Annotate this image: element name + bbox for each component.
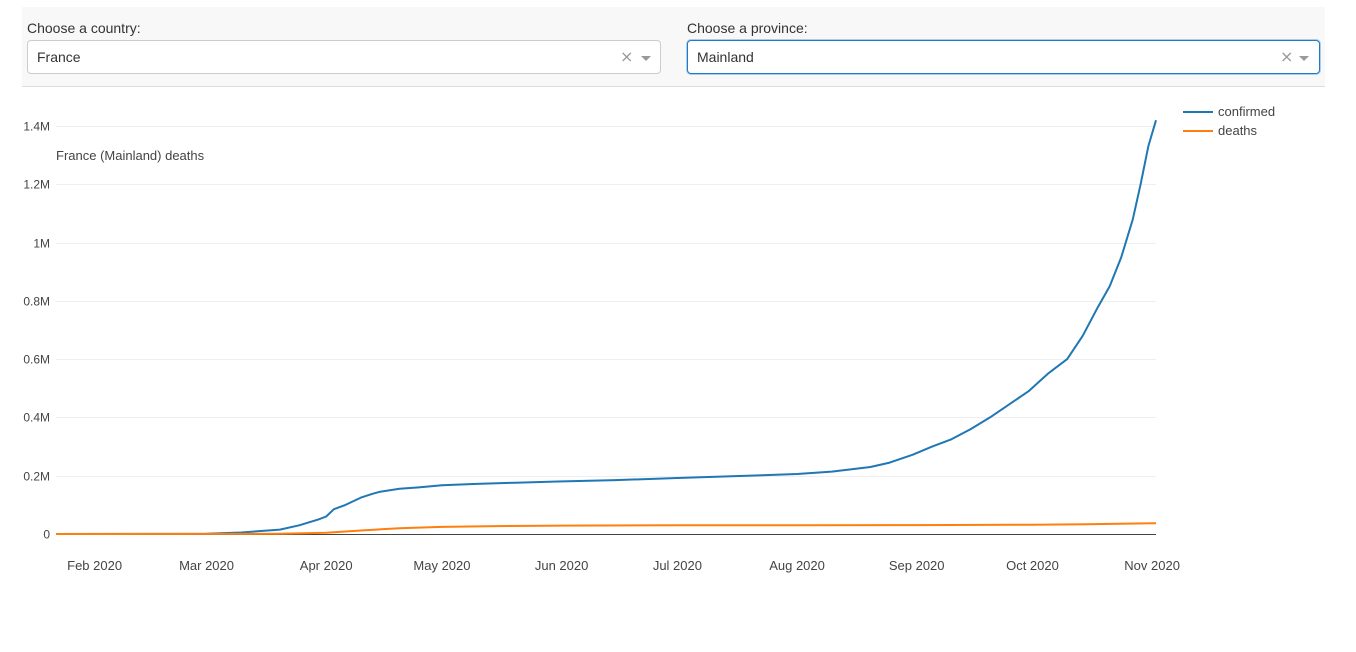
series-line-deaths (55, 522, 1157, 535)
gridlines (56, 126, 1156, 477)
chevron-down-icon[interactable] (641, 56, 651, 61)
x-tick-label: Aug 2020 (769, 558, 825, 573)
y-tick-label: 1M (33, 237, 50, 251)
country-label: Choose a country: (27, 20, 141, 36)
chevron-down-icon[interactable] (1299, 56, 1309, 61)
legend-label-deaths: deaths (1218, 123, 1258, 138)
y-tick-label: 0.2M (23, 470, 50, 484)
x-tick-label: Nov 2020 (1124, 558, 1180, 573)
x-tick-label: Jul 2020 (653, 558, 702, 573)
province-label: Choose a province: (687, 20, 808, 36)
country-select-value: France (37, 49, 81, 65)
y-tick-label: 1.2M (23, 178, 50, 192)
series-lines (55, 119, 1157, 535)
legend-label-confirmed: confirmed (1218, 104, 1275, 119)
legend: confirmed deaths (1183, 104, 1275, 138)
y-tick-label: 0 (43, 528, 50, 542)
y-tick-label: 1.4M (23, 120, 50, 134)
x-tick-label: Mar 2020 (179, 558, 234, 573)
country-select[interactable]: France × (27, 40, 661, 74)
x-tick-label: Sep 2020 (889, 558, 945, 573)
province-select[interactable]: Mainland × (687, 40, 1320, 74)
y-tick-label: 0.6M (23, 353, 50, 367)
y-axis-ticks: 0 0.2M 0.4M 0.6M 0.8M 1M 1.2M 1.4M (23, 120, 50, 542)
filter-panel: Choose a country: France × Choose a prov… (22, 7, 1325, 87)
clear-icon[interactable]: × (1280, 47, 1294, 66)
x-tick-label: Apr 2020 (300, 558, 353, 573)
x-tick-label: Oct 2020 (1006, 558, 1059, 573)
chart-annotation: France (Mainland) deaths (56, 148, 205, 163)
x-tick-label: Jun 2020 (535, 558, 589, 573)
clear-icon[interactable]: × (620, 47, 634, 66)
y-tick-label: 0.8M (23, 295, 50, 309)
x-axis-ticks: Feb 2020 Mar 2020 Apr 2020 May 2020 Jun 2020… (67, 558, 1180, 573)
y-tick-label: 0.4M (23, 411, 50, 425)
x-tick-label: May 2020 (413, 558, 470, 573)
x-tick-label: Feb 2020 (67, 558, 122, 573)
series-line-confirmed (55, 119, 1157, 535)
province-select-value: Mainland (697, 49, 754, 65)
